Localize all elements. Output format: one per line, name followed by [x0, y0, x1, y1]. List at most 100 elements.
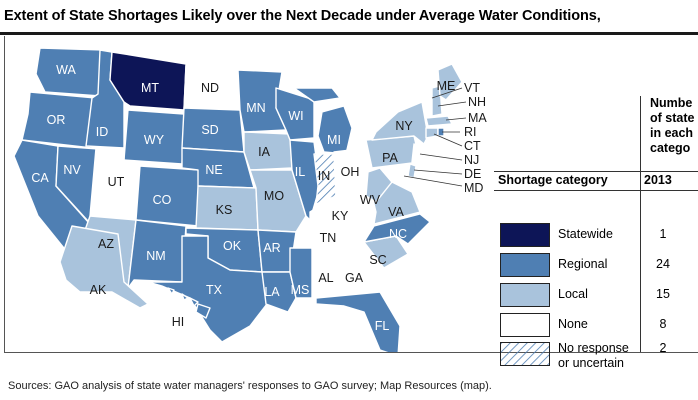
label-DE: DE: [464, 167, 481, 181]
us-states-map: WA OR CA ID NV MT WY UT AZ CO NM ND SD N…: [13, 47, 487, 352]
state-MT: [109, 51, 187, 111]
map-title: Extent of State Shortages Likely over th…: [4, 8, 601, 24]
state-VT: [423, 89, 433, 117]
label-ND: ND: [201, 81, 219, 95]
label-OH: OH: [341, 165, 360, 179]
legend-column-header-line: of state: [650, 111, 695, 125]
legend-label-line: or uncertain: [558, 356, 625, 370]
state-OR: [21, 91, 97, 149]
legend-row-none: None 8: [498, 313, 698, 341]
legend-label-line: No response: [558, 341, 629, 355]
label-KS: KS: [216, 203, 233, 217]
legend-count: 2: [659, 341, 667, 355]
legend-column-header-line: Numbe: [650, 96, 693, 110]
state-MA: [425, 115, 453, 127]
state-DE: [407, 163, 417, 179]
state-IA: [243, 131, 293, 171]
label-GA: GA: [345, 271, 364, 285]
state-WA: [35, 47, 106, 97]
legend-swatch-statewide: [500, 223, 550, 247]
label-TX: TX: [206, 283, 223, 297]
label-MN: MN: [246, 101, 265, 115]
label-AL: AL: [318, 271, 333, 285]
leader-lines: [403, 87, 467, 187]
label-MT: MT: [141, 81, 159, 95]
state-WV: [365, 167, 393, 203]
state-TX: [147, 235, 271, 343]
state-AK: [59, 225, 149, 309]
legend-label: Statewide: [558, 227, 613, 241]
state-NJ: [411, 143, 423, 167]
state-NM: [127, 219, 187, 289]
label-NY: NY: [395, 119, 413, 133]
state-GA: [337, 241, 385, 297]
legend-label: None: [558, 317, 588, 331]
label-NV: NV: [63, 163, 81, 177]
label-OK: OK: [223, 239, 242, 253]
legend-row-statewide: Statewide 1: [498, 223, 698, 251]
label-MD: MD: [464, 181, 483, 195]
label-NE: NE: [205, 163, 222, 177]
label-FL: FL: [375, 319, 390, 333]
state-MD: [379, 163, 409, 183]
label-LA: LA: [264, 285, 280, 299]
label-TN: TN: [320, 231, 337, 245]
label-SD: SD: [201, 123, 218, 137]
legend-year-header: 2013: [644, 173, 672, 187]
label-AZ: AZ: [98, 237, 114, 251]
label-IL: IL: [295, 165, 305, 179]
state-HI: [167, 287, 211, 319]
label-AK: AK: [90, 283, 107, 297]
legend-count: 24: [656, 257, 670, 271]
legend-count: 8: [659, 317, 667, 331]
map-frame: [4, 36, 698, 353]
legend-label: Regional: [558, 257, 608, 271]
legend-row-no-response: No response or uncertain 2: [498, 341, 698, 378]
label-NM: NM: [146, 249, 165, 263]
label-UT: UT: [108, 175, 125, 189]
state-NC: [363, 213, 431, 245]
legend-column-header: Numbe of state in each catego: [650, 96, 698, 156]
label-MI: MI: [327, 133, 341, 147]
label-IN: IN: [318, 169, 331, 183]
legend-count: 1: [659, 227, 667, 241]
label-VT: VT: [464, 81, 480, 95]
label-WY: WY: [144, 133, 165, 147]
label-HI: HI: [172, 315, 185, 329]
state-NY: [371, 101, 429, 145]
label-WI: WI: [288, 109, 303, 123]
legend-swatch-regional: [500, 253, 550, 277]
legend-row-local: Local 15: [498, 283, 698, 311]
state-OH: [333, 147, 371, 197]
label-RI: RI: [464, 125, 477, 139]
label-CA: CA: [31, 171, 49, 185]
label-MS: MS: [291, 283, 310, 297]
legend-column-header-line: in each: [650, 126, 694, 140]
state-FL: [315, 291, 401, 352]
label-SC: SC: [369, 253, 386, 267]
legend-column-header-line: catego: [650, 141, 691, 155]
state-RI: [437, 127, 445, 137]
legend-swatch-none: [500, 313, 550, 337]
legend-swatch-local: [500, 283, 550, 307]
label-CT: CT: [464, 139, 481, 153]
state-CT: [425, 127, 439, 139]
legend-count: 15: [656, 287, 670, 301]
label-NC: NC: [389, 227, 407, 241]
label-ME: ME: [437, 79, 456, 93]
legend-divider: [640, 96, 641, 352]
title-rule: [0, 32, 698, 35]
label-KY: KY: [332, 209, 349, 223]
label-IA: IA: [258, 145, 270, 159]
state-MS: [289, 247, 313, 299]
state-LA: [261, 271, 297, 313]
label-WV: WV: [360, 193, 381, 207]
legend-label: Local: [558, 287, 588, 301]
legend-row-regional: Regional 24: [498, 253, 698, 281]
state-IN: [313, 153, 337, 205]
legend-swatch-no-response: [500, 342, 550, 366]
legend-category-header: Shortage category: [498, 173, 608, 187]
label-MA: MA: [468, 111, 487, 125]
label-MO: MO: [264, 189, 284, 203]
label-VA: VA: [388, 205, 404, 219]
